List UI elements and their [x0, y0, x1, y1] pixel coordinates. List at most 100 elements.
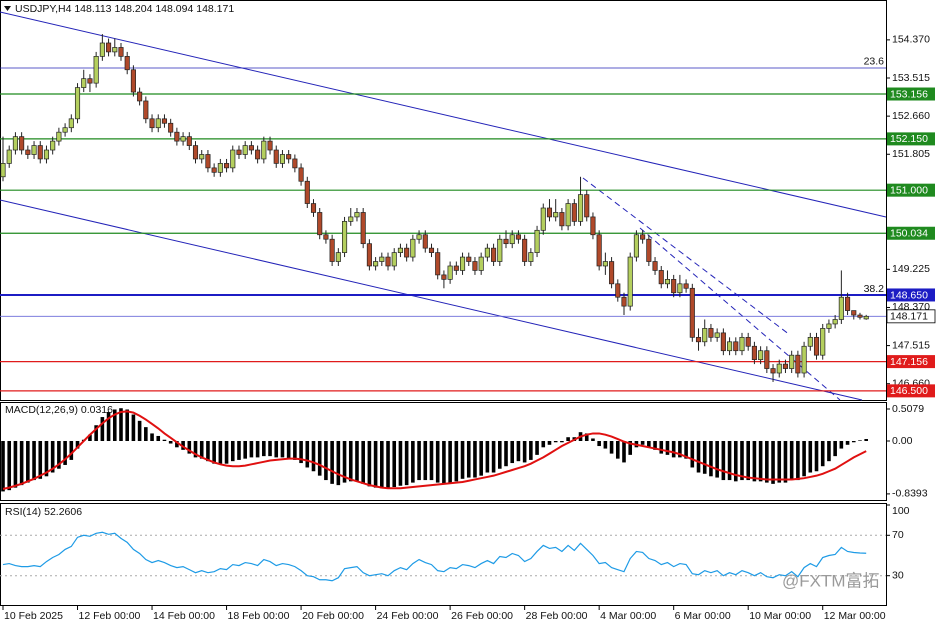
open: 148.113: [74, 3, 111, 15]
macd-bar: [162, 439, 167, 442]
macd-bar: [417, 441, 421, 481]
candle-body: [217, 163, 223, 173]
candle-body: [31, 145, 37, 155]
candle-body: [609, 261, 615, 285]
candle-body: [279, 154, 286, 164]
candle-body: [99, 42, 105, 57]
high: 148.204: [114, 3, 152, 15]
macd-bar: [820, 441, 825, 467]
candle-body: [422, 234, 428, 249]
macd-bar: [659, 441, 664, 454]
candle-body: [708, 328, 714, 338]
macd-bar: [156, 435, 161, 442]
macd-bar: [168, 441, 173, 444]
candle-body: [782, 363, 789, 369]
candle-body: [571, 203, 577, 222]
macd-bar: [224, 441, 229, 464]
candle-body: [143, 100, 149, 120]
macd-bar: [833, 441, 837, 457]
level-box: [887, 87, 935, 101]
macd-bar: [665, 441, 670, 455]
candle-body: [397, 247, 403, 253]
candle-body: [826, 323, 832, 329]
x-tick-label: 18 Feb 00:00: [228, 610, 290, 622]
candle-body: [161, 118, 168, 124]
x-tick-label: 12 Mar 00:00: [824, 610, 886, 622]
macd-bar: [187, 441, 192, 454]
candle-body: [695, 336, 702, 343]
trend-dashed-2: [639, 227, 841, 401]
candle-body: [764, 350, 770, 369]
y-tick-label: 149.225: [892, 263, 930, 275]
macd-bar: [851, 441, 856, 443]
level-label: 146.500: [890, 385, 928, 397]
candle-body: [652, 261, 658, 271]
candle-body: [149, 118, 155, 129]
macd-bar: [740, 441, 744, 481]
menu-triangle: [4, 6, 11, 11]
macd-bar: [44, 441, 49, 477]
candle-body: [267, 140, 273, 151]
candle-body: [677, 283, 683, 294]
candle-body: [62, 127, 68, 133]
macd-bar: [640, 441, 645, 445]
candle-body: [124, 56, 130, 71]
macd-bar: [69, 441, 74, 460]
macd-bar: [771, 441, 775, 484]
macd-bar: [454, 441, 459, 482]
candle-body: [199, 154, 205, 160]
candle-body: [118, 47, 124, 57]
macd-bar: [485, 441, 490, 473]
macd-bar: [355, 441, 359, 482]
macd-bar: [75, 441, 80, 449]
macd-bar: [7, 441, 12, 491]
macd-bar: [411, 441, 415, 483]
macd-bar: [535, 441, 539, 455]
candle-body: [410, 238, 416, 258]
macd-bar: [112, 409, 117, 442]
macd-bar: [125, 409, 129, 442]
macd-bar: [609, 441, 614, 454]
price-box: [886, 309, 936, 324]
candle-body: [497, 238, 503, 262]
candle-body: [292, 158, 298, 169]
candle-body: [472, 261, 478, 271]
candle-body: [602, 261, 608, 267]
macd-bar: [547, 441, 552, 445]
candle-body: [348, 216, 354, 222]
macd-bar: [727, 441, 732, 481]
candle-body: [335, 252, 341, 262]
candle-body: [546, 207, 553, 218]
y-tick-label: 151.805: [892, 148, 930, 160]
candle-body: [522, 238, 528, 262]
x-tick-label: 14 Feb 00:00: [153, 610, 215, 622]
candle-body: [615, 283, 621, 298]
candle-body: [416, 234, 422, 240]
macd-bar: [460, 441, 465, 479]
macd-bar: [628, 441, 633, 455]
candle-body: [168, 122, 174, 133]
candle-body: [93, 56, 99, 84]
macd-label: MACD(12,26,9): [5, 404, 78, 416]
candle-body: [739, 336, 745, 352]
y-tick-label: 147.515: [892, 339, 930, 351]
candle-body: [236, 149, 242, 155]
macd-bar: [684, 441, 688, 459]
level-box: [887, 183, 935, 197]
macd-bar: [336, 441, 341, 486]
macd-bar: [218, 441, 223, 464]
candle-body: [428, 247, 435, 253]
macd-bar: [26, 441, 30, 483]
macd-bar: [560, 441, 564, 443]
candle-body: [255, 149, 261, 160]
candle-body: [646, 238, 652, 262]
candle-body: [683, 283, 689, 289]
macd-bar: [814, 441, 819, 472]
macd-bar: [373, 441, 378, 488]
candle-body: [19, 136, 25, 151]
macd: [1, 408, 868, 492]
macd-bar: [63, 441, 67, 465]
candle-body: [298, 167, 304, 182]
macd-bar: [466, 441, 471, 478]
macd-bar: [280, 441, 285, 458]
